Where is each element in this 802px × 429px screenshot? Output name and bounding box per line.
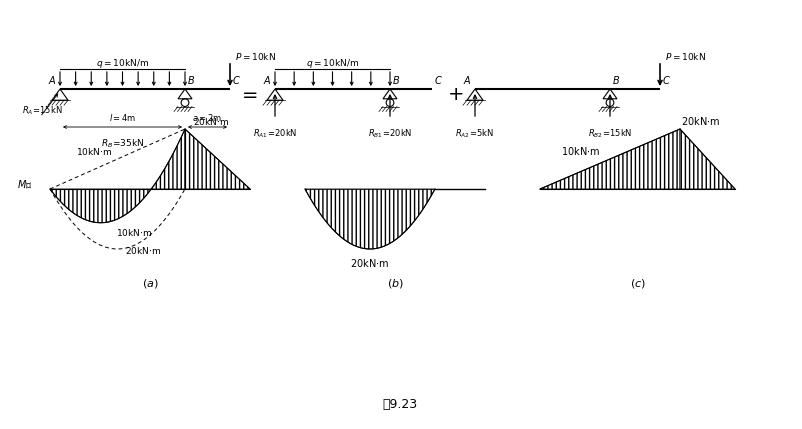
Text: $20\rm{kN{\cdot}m}$: $20\rm{kN{\cdot}m}$ [350, 257, 389, 269]
Text: $a=2\rm{m}$: $a=2\rm{m}$ [192, 112, 222, 123]
Text: $B$: $B$ [611, 74, 619, 86]
Text: $C$: $C$ [661, 74, 670, 86]
Text: 图9.23: 图9.23 [382, 398, 417, 411]
Text: $B$: $B$ [187, 74, 195, 86]
Text: $R_{A1}\!=\!20\rm{kN}$: $R_{A1}\!=\!20\rm{kN}$ [253, 128, 297, 140]
Text: $10\rm{kN{\cdot}m}$: $10\rm{kN{\cdot}m}$ [115, 227, 152, 238]
Text: $20\rm{kN{\cdot}m}$: $20\rm{kN{\cdot}m}$ [680, 115, 719, 127]
Polygon shape [539, 129, 679, 189]
Text: $R_B\!=\!35\rm{kN}$: $R_B\!=\!35\rm{kN}$ [100, 138, 144, 150]
Text: $l=4\rm{m}$: $l=4\rm{m}$ [108, 112, 136, 123]
Text: $R_{B1}\!=\!20\rm{kN}$: $R_{B1}\!=\!20\rm{kN}$ [367, 128, 411, 140]
Text: $(b)$: $(b)$ [386, 278, 403, 290]
Text: $A$: $A$ [463, 74, 472, 86]
Polygon shape [50, 189, 151, 223]
Text: $C$: $C$ [232, 74, 241, 86]
Text: $R_A\!=\!15\rm{kN}$: $R_A\!=\!15\rm{kN}$ [22, 105, 63, 117]
Text: $(c)$: $(c)$ [629, 278, 645, 290]
Polygon shape [184, 129, 249, 189]
Text: $C$: $C$ [433, 74, 442, 86]
Text: $q=10\rm{kN/m}$: $q=10\rm{kN/m}$ [306, 57, 358, 70]
Text: $A$: $A$ [48, 74, 57, 86]
Text: $R_{A2}\!=\!5\rm{kN}$: $R_{A2}\!=\!5\rm{kN}$ [455, 128, 494, 140]
Text: $20\rm{kN{\cdot}m}$: $20\rm{kN{\cdot}m}$ [192, 116, 229, 127]
Text: $=$: $=$ [237, 85, 257, 103]
Polygon shape [152, 129, 184, 189]
Text: $R_{B2}\!=\!15\rm{kN}$: $R_{B2}\!=\!15\rm{kN}$ [587, 128, 631, 140]
Text: $+$: $+$ [446, 85, 463, 103]
Text: $10\rm{kN{\cdot}m}$: $10\rm{kN{\cdot}m}$ [560, 145, 599, 157]
Text: $M$图: $M$图 [17, 178, 32, 190]
Text: $10\rm{kN{\cdot}m}$: $10\rm{kN{\cdot}m}$ [76, 146, 112, 157]
Text: $P=10\rm{kN}$: $P=10\rm{kN}$ [664, 51, 705, 63]
Text: $20\rm{kN{\cdot}m}$: $20\rm{kN{\cdot}m}$ [125, 245, 161, 257]
Polygon shape [679, 129, 734, 189]
Text: $A$: $A$ [263, 74, 272, 86]
Polygon shape [305, 189, 435, 249]
Text: $P=10\rm{kN}$: $P=10\rm{kN}$ [235, 51, 276, 63]
Text: $q=10\rm{kN/m}$: $q=10\rm{kN/m}$ [95, 57, 149, 70]
Text: $B$: $B$ [391, 74, 399, 86]
Text: $(a)$: $(a)$ [141, 278, 158, 290]
